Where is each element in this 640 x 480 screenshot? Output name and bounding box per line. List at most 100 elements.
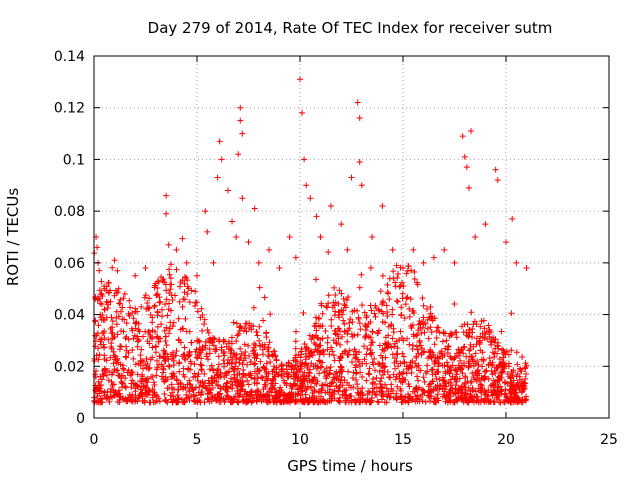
data-point <box>487 329 494 336</box>
data-point <box>135 326 142 333</box>
data-point <box>245 239 252 246</box>
data-point <box>376 368 383 375</box>
data-point <box>218 156 225 163</box>
data-point <box>499 346 506 353</box>
data-point <box>226 368 233 375</box>
data-point <box>303 386 310 393</box>
data-point <box>261 294 268 301</box>
data-point <box>516 373 523 380</box>
data-point <box>421 348 428 355</box>
data-point <box>448 385 455 392</box>
data-point <box>519 399 526 406</box>
data-point <box>281 391 288 398</box>
data-point <box>451 355 458 362</box>
data-point <box>403 270 410 277</box>
data-point <box>144 305 151 312</box>
data-point <box>494 394 501 401</box>
data-point <box>391 359 398 366</box>
data-point <box>410 331 417 338</box>
data-point <box>214 371 221 378</box>
data-point <box>181 296 188 303</box>
data-point <box>464 399 471 406</box>
data-point <box>318 300 325 307</box>
data-point <box>364 396 371 403</box>
data-point <box>255 259 262 266</box>
data-point <box>405 399 412 406</box>
data-point <box>305 362 312 369</box>
data-point <box>241 352 248 359</box>
y-tick-label: 0.06 <box>54 256 85 272</box>
data-point <box>287 391 294 398</box>
data-point <box>452 390 459 397</box>
data-point <box>152 349 159 356</box>
data-point <box>324 304 331 311</box>
data-point <box>297 392 304 399</box>
data-point <box>210 336 217 343</box>
data-point <box>460 383 467 390</box>
data-point <box>431 341 438 348</box>
data-point <box>209 384 216 391</box>
data-point <box>149 354 156 361</box>
data-point <box>403 363 410 370</box>
data-point <box>415 367 422 374</box>
data-point <box>160 376 167 383</box>
data-point <box>141 294 148 301</box>
data-point <box>474 372 481 379</box>
data-point <box>389 246 396 253</box>
data-point <box>354 307 361 314</box>
data-point <box>393 350 400 357</box>
data-point <box>167 319 174 326</box>
data-point <box>394 298 401 305</box>
data-point <box>183 274 190 281</box>
data-point <box>169 389 176 396</box>
data-point <box>236 324 243 331</box>
data-point <box>121 290 128 297</box>
grid-lines <box>94 56 609 418</box>
data-point <box>422 399 429 406</box>
data-point <box>221 360 228 367</box>
data-point <box>197 361 204 368</box>
data-point <box>300 398 307 405</box>
data-point <box>149 319 156 326</box>
data-point <box>155 278 162 285</box>
data-point <box>205 329 212 336</box>
data-point <box>115 285 122 292</box>
data-point <box>363 312 370 319</box>
data-point <box>123 320 130 327</box>
data-point <box>92 295 99 302</box>
data-point <box>340 317 347 324</box>
data-point <box>480 357 487 364</box>
data-point <box>311 387 318 394</box>
data-point <box>329 304 336 311</box>
data-point <box>143 355 150 362</box>
data-point <box>95 378 102 385</box>
data-point <box>136 328 143 335</box>
data-point <box>312 362 319 369</box>
data-point <box>520 380 527 387</box>
data-point <box>150 379 157 386</box>
data-point <box>464 378 471 385</box>
data-point <box>486 355 493 362</box>
data-point <box>168 373 175 380</box>
data-point <box>306 332 313 339</box>
data-point <box>140 365 147 372</box>
data-point <box>173 266 180 273</box>
data-point <box>333 331 340 338</box>
y-tick-label: 0 <box>76 411 85 427</box>
data-point <box>300 381 307 388</box>
data-point <box>433 385 440 392</box>
data-point <box>405 263 412 270</box>
data-point <box>345 293 352 300</box>
data-point <box>161 391 168 398</box>
data-point <box>132 361 139 368</box>
data-point <box>395 363 402 370</box>
data-point <box>162 333 169 340</box>
data-point <box>132 272 139 279</box>
data-point <box>166 325 173 332</box>
data-point <box>208 394 215 401</box>
data-point <box>392 365 399 372</box>
data-point <box>114 331 121 338</box>
data-point <box>356 115 363 122</box>
x-tick-label: 25 <box>600 432 618 448</box>
x-tick-label: 15 <box>394 432 412 448</box>
